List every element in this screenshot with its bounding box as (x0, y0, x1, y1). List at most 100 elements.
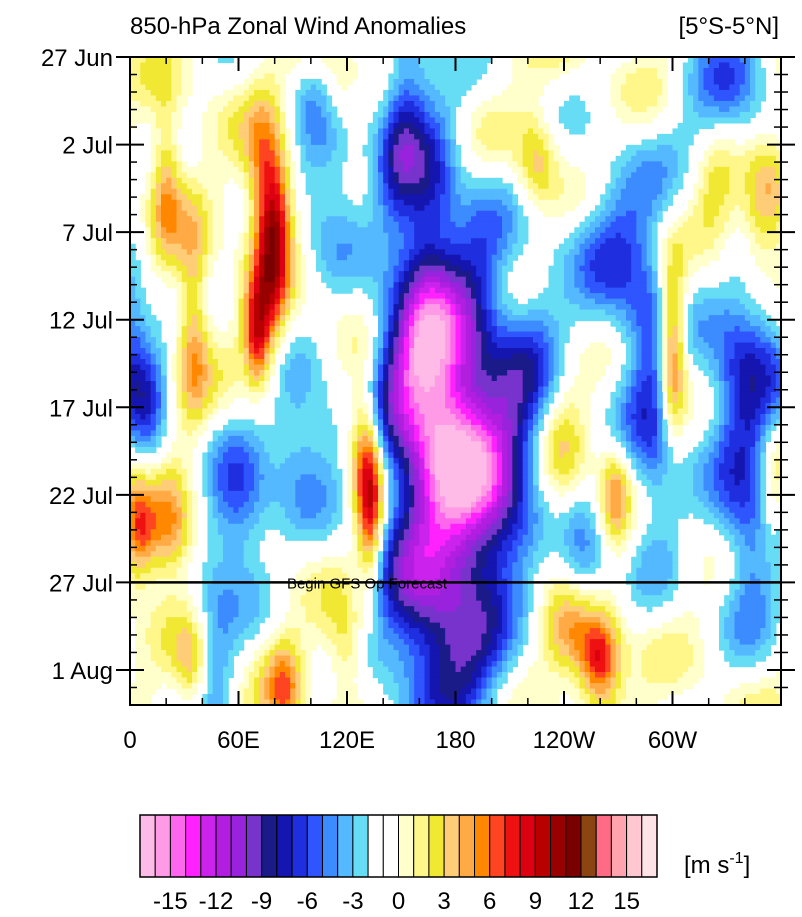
field-cell (269, 238, 276, 245)
field-cell (734, 95, 741, 102)
field-cell (429, 144, 436, 151)
field-cell (569, 276, 575, 283)
field-cell (259, 205, 265, 212)
field-cell (197, 282, 203, 289)
field-cell (760, 177, 767, 184)
field-cell (378, 254, 384, 261)
field-cell (243, 84, 250, 91)
field-cell (496, 122, 503, 129)
field-cell (378, 243, 384, 250)
field-cell (455, 216, 462, 223)
field-cell (517, 62, 524, 69)
field-cell (569, 95, 575, 102)
field-cell (202, 271, 209, 278)
field-cell (279, 57, 286, 64)
field-cell (703, 117, 710, 124)
field-cell (481, 304, 488, 311)
field-cell (248, 144, 255, 151)
field-cell (419, 144, 426, 151)
field-cell (491, 309, 498, 316)
field-cell (140, 62, 147, 69)
field-cell (445, 133, 451, 140)
field-cell (471, 260, 477, 267)
field-cell (476, 139, 482, 146)
field-cell (579, 128, 586, 135)
field-cell (708, 216, 715, 223)
field-cell (419, 133, 426, 140)
field-cell (305, 144, 312, 151)
field-cell (610, 161, 617, 168)
field-cell (331, 139, 338, 146)
field-cell (176, 271, 183, 278)
field-cell (440, 254, 446, 261)
field-cell (657, 331, 663, 338)
field-cell (631, 282, 637, 289)
field-cell (248, 194, 255, 201)
field-cell (760, 166, 767, 173)
field-cell (155, 183, 162, 190)
field-cell (538, 320, 544, 327)
field-cell (274, 73, 281, 80)
field-cell (631, 144, 637, 151)
field-cell (713, 194, 720, 201)
field-cell (657, 95, 663, 102)
field-cell (626, 227, 632, 234)
field-cell (155, 243, 162, 250)
field-cell (517, 73, 524, 80)
field-cell (662, 155, 668, 162)
field-cell (372, 282, 379, 289)
field-cell (274, 205, 281, 212)
field-cell (708, 111, 715, 119)
field-cell (775, 67, 781, 75)
field-cell (522, 216, 529, 223)
field-cell (724, 62, 730, 69)
field-cell (543, 172, 550, 179)
field-cell (445, 243, 451, 250)
field-cell (553, 337, 560, 344)
field-cell (264, 111, 271, 119)
field-cell (197, 271, 203, 278)
field-cell (388, 155, 395, 162)
field-cell (693, 210, 699, 217)
field-cell (341, 315, 348, 322)
field-cell (496, 276, 503, 283)
field-cell (682, 282, 689, 289)
field-cell (522, 320, 529, 327)
field-cell (295, 100, 302, 108)
field-cell (321, 232, 327, 239)
field-cell (496, 139, 503, 146)
field-cell (595, 293, 601, 300)
field-cell (636, 144, 643, 151)
field-cell (574, 95, 581, 102)
field-cell (181, 276, 188, 283)
field-cell (719, 326, 725, 333)
field-cell (166, 133, 172, 140)
field-cell (491, 199, 498, 206)
field-cell (708, 73, 715, 80)
field-cell (150, 166, 157, 173)
field-cell (688, 227, 694, 234)
field-cell (445, 183, 451, 190)
field-cell (254, 139, 260, 146)
field-cell (682, 271, 689, 278)
field-cell (445, 155, 451, 162)
field-cell (770, 243, 777, 250)
field-cell (538, 188, 544, 195)
field-cell (434, 238, 441, 245)
field-cell (269, 298, 276, 305)
field-cell (181, 304, 188, 311)
field-cell (626, 161, 632, 168)
field-cell (310, 199, 317, 206)
field-cell (476, 199, 482, 206)
field-cell (455, 221, 462, 228)
field-cell (574, 128, 581, 135)
field-cell (631, 95, 637, 102)
field-cell (150, 337, 157, 344)
field-cell (259, 254, 265, 261)
field-cell (775, 238, 781, 245)
field-cell (651, 304, 658, 311)
field-cell (388, 326, 395, 333)
field-cell (646, 254, 653, 261)
field-cell (641, 210, 648, 217)
field-cell (326, 249, 333, 256)
